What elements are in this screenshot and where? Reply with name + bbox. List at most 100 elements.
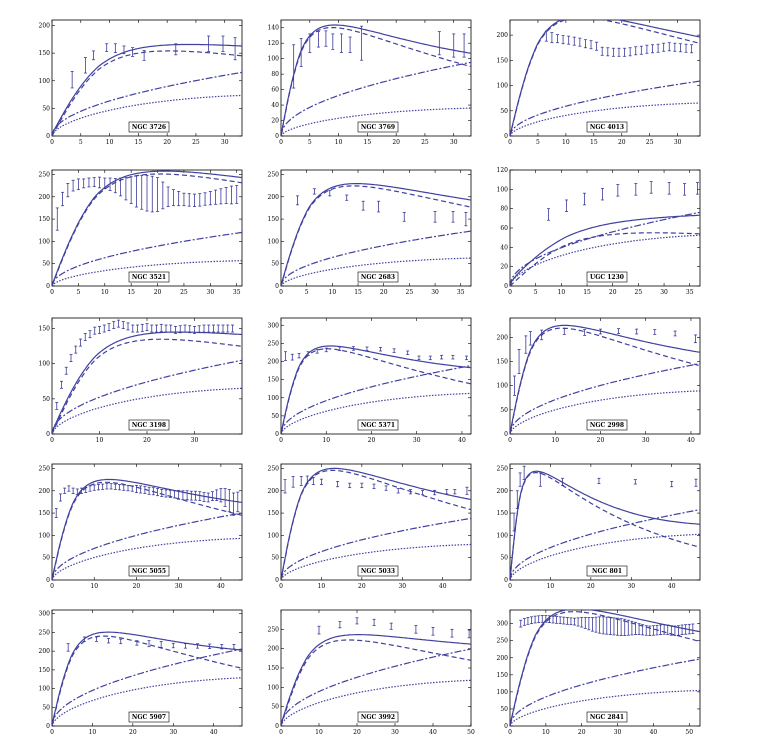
data-point — [103, 177, 107, 190]
data-point — [406, 350, 410, 356]
y-tick-label: 100 — [39, 238, 51, 245]
disk-component-curve — [281, 185, 471, 286]
data-point — [639, 45, 643, 55]
data-point — [82, 636, 86, 642]
data-point — [365, 346, 369, 352]
data-point — [389, 622, 393, 630]
y-tick-label: 0 — [46, 133, 50, 140]
x-tick-label: 30 — [431, 289, 439, 296]
gas-component-curve — [281, 257, 471, 286]
data-point — [680, 624, 684, 635]
data-point — [113, 178, 117, 194]
data-point — [183, 324, 187, 333]
plot-frame — [280, 317, 472, 435]
data-point — [324, 30, 328, 47]
chart-panel: 0 10 20 30 40 0 50 100 150 200 250 NGC 5055 — [39, 463, 243, 590]
data-point — [178, 325, 182, 334]
y-tick-label: 100 — [497, 383, 509, 390]
disk-component-curve — [281, 639, 471, 726]
data-point — [315, 349, 319, 354]
data-point — [87, 177, 91, 188]
data-point — [339, 33, 343, 53]
data-point — [694, 478, 698, 487]
data-point — [235, 185, 239, 204]
data-point — [518, 472, 522, 487]
data-point — [611, 47, 615, 57]
x-tick-label: 25 — [646, 139, 654, 146]
x-tick-label: 30 — [221, 139, 229, 146]
data-point — [578, 37, 582, 47]
disk-component-curve — [510, 327, 700, 434]
gas-component-curve — [52, 537, 242, 580]
galaxy-label-box — [357, 419, 399, 431]
data-point — [587, 617, 591, 631]
data-point — [655, 624, 659, 636]
data-point — [221, 35, 225, 52]
data-point — [121, 321, 125, 329]
total-fit-curve — [52, 478, 242, 580]
x-tick-label: 20 — [358, 583, 366, 590]
x-tick-label: 30 — [660, 289, 668, 296]
data-point — [673, 42, 677, 52]
x-tick-label: 20 — [578, 729, 586, 736]
data-point — [540, 329, 544, 341]
y-tick-label: 100 — [268, 532, 280, 539]
x-tick-label: 0 — [508, 583, 512, 590]
data-point — [210, 491, 214, 501]
galaxy-label: NGC 2998 — [590, 422, 624, 429]
data-point — [297, 353, 301, 359]
x-tick-label: 35 — [233, 289, 241, 296]
x-tick-label: 10 — [106, 139, 114, 146]
data-point — [66, 182, 70, 198]
y-tick-label: 250 — [268, 171, 280, 178]
galaxy-label-box — [128, 419, 170, 431]
y-tick-label: 50 — [271, 704, 279, 711]
plot-frame — [51, 169, 243, 287]
data-point — [231, 324, 234, 333]
data-point — [616, 184, 620, 197]
y-tick-label: 50 — [500, 407, 508, 414]
y-tick-label: 100 — [497, 532, 509, 539]
data-point — [164, 324, 168, 333]
data-point — [465, 486, 469, 495]
gas-component-curve — [510, 689, 700, 726]
data-point — [171, 189, 175, 207]
total-fit-curve — [52, 331, 242, 434]
data-point — [606, 47, 610, 57]
data-point — [96, 484, 100, 491]
total-fit-curve — [510, 20, 700, 136]
y-tick-label: 250 — [268, 465, 280, 472]
data-point — [71, 179, 75, 192]
data-point — [550, 32, 554, 44]
data-point — [223, 488, 227, 507]
y-tick-label: 40 — [500, 244, 508, 251]
data-point — [600, 46, 604, 56]
data-point — [216, 324, 220, 333]
x-tick-label: 35 — [457, 289, 465, 296]
data-point — [533, 615, 537, 624]
y-tick-label: 100 — [39, 361, 51, 368]
gas-component-curve — [281, 543, 471, 580]
y-tick-label: 50 — [42, 555, 50, 562]
halo-component-curve — [52, 71, 242, 136]
data-point — [666, 624, 670, 635]
x-tick-label: 0 — [279, 289, 283, 296]
x-tick-label: 20 — [587, 583, 595, 590]
x-tick-label: 10 — [329, 289, 337, 296]
x-tick-label: 30 — [614, 729, 622, 736]
galaxy-label: NGC 2841 — [590, 714, 624, 721]
data-point — [171, 642, 175, 649]
data-point — [324, 347, 328, 353]
data-point — [583, 617, 587, 629]
data-point — [124, 177, 128, 201]
data-point — [538, 472, 542, 487]
data-point — [140, 323, 144, 332]
data-point — [561, 477, 565, 486]
data-point — [673, 330, 677, 337]
x-tick-label: 20 — [380, 289, 388, 296]
x-tick-label: 25 — [180, 289, 188, 296]
plot-frame — [509, 609, 701, 727]
y-tick-label: 100 — [268, 684, 280, 691]
halo-component-curve — [510, 211, 700, 286]
x-tick-label: 15 — [127, 289, 135, 296]
